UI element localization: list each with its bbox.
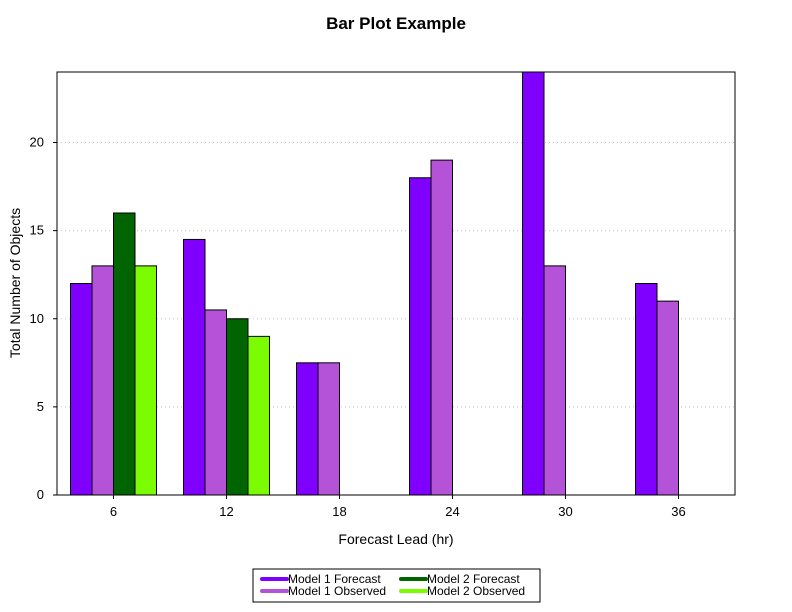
x-tick-label: 24 — [445, 504, 459, 519]
x-axis-label: Forecast Lead (hr) — [338, 531, 453, 547]
bar-model-1-forecast — [183, 238, 206, 496]
legend-label: Model 1 Observed — [288, 584, 386, 598]
x-tick-label: 18 — [332, 504, 346, 519]
bar-model-2-forecast — [113, 212, 136, 496]
bar-model-1-observed — [543, 265, 566, 496]
bar-model-2-forecast — [226, 318, 249, 496]
bar-model-1-observed — [91, 265, 114, 496]
bar-model-1-forecast — [296, 362, 319, 496]
plot-area-frame — [56, 71, 736, 496]
y-tick-label: 5 — [37, 399, 44, 414]
legend-box — [252, 568, 541, 603]
bar-model-2-observed — [134, 265, 157, 496]
x-tick-label: 30 — [558, 504, 572, 519]
bar-model-1-observed — [317, 362, 340, 496]
bar-model-1-forecast — [70, 283, 93, 496]
y-tick-label: 10 — [30, 311, 44, 326]
y-tick-label: 0 — [37, 487, 44, 502]
bar-model-1-observed — [656, 300, 679, 496]
grid-lines — [57, 142, 735, 496]
bar-model-2-observed — [247, 335, 270, 496]
x-tick-label: 36 — [671, 504, 685, 519]
chart-title: Bar Plot Example — [326, 14, 466, 33]
bar-model-1-observed — [430, 159, 453, 496]
y-axis-label: Total Number of Objects — [7, 208, 23, 358]
x-tick-label: 6 — [110, 504, 117, 519]
legend-label: Model 2 Forecast — [427, 572, 520, 586]
bar-model-1-forecast — [409, 177, 432, 496]
bar-model-1-forecast — [635, 283, 658, 496]
bar-model-1-forecast — [522, 71, 545, 496]
x-tick-label: 12 — [219, 504, 233, 519]
bars — [70, 71, 679, 496]
y-tick-label: 20 — [30, 135, 44, 150]
y-tick-label: 15 — [30, 223, 44, 238]
legend-label: Model 1 Forecast — [288, 572, 381, 586]
y-axis-ticks: 0 5 10 15 20 — [30, 135, 57, 502]
bar-model-1-observed — [204, 309, 227, 496]
x-axis-ticks: 6 12 18 24 30 36 — [110, 495, 686, 519]
legend-label: Model 2 Observed — [427, 584, 525, 598]
